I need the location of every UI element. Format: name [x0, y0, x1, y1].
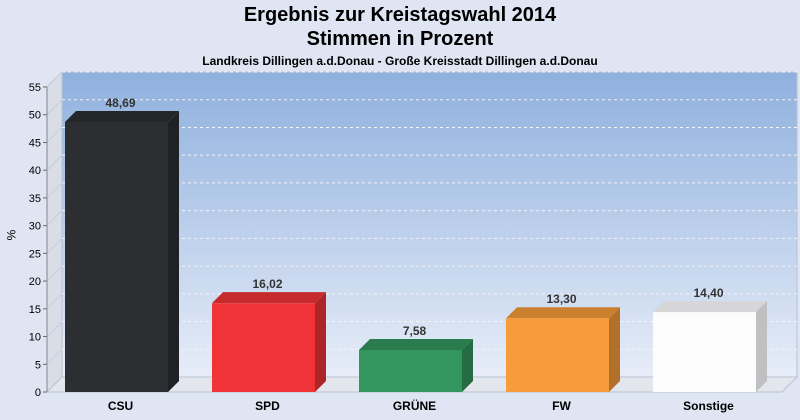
x-category-label: CSU — [108, 399, 133, 413]
bar-top-face — [506, 307, 620, 319]
bar-front-face — [359, 349, 462, 392]
y-axis-ticks: 0 5 10 15 20 25 30 35 40 45 50 55 — [29, 82, 48, 399]
bar-top-face — [65, 110, 179, 122]
bar-front-face — [506, 318, 609, 392]
bar-side-face — [168, 110, 179, 392]
gridline-side — [46, 210, 63, 226]
bar-side-face — [756, 301, 767, 392]
y-tick-label: 45 — [29, 137, 41, 149]
gridline-side — [46, 182, 63, 199]
y-tick-label: 35 — [29, 193, 41, 205]
x-category-label: SPD — [255, 399, 280, 413]
bar-top-face — [653, 301, 767, 313]
gridline-side — [46, 127, 63, 143]
bar-side-face — [462, 338, 473, 392]
bars — [65, 110, 767, 392]
gridline-side — [46, 154, 63, 171]
chart-title: Ergebnis zur Kreistagswahl 2014 — [243, 4, 557, 26]
bar-front-face — [65, 121, 168, 392]
gridline-side — [46, 321, 63, 337]
x-category-label: GRÜNE — [393, 398, 436, 413]
bar-side-face — [609, 307, 620, 392]
x-axis-categories: CSU SPD GRÜNE FW Sonstige — [108, 398, 734, 413]
data-label: 7,58 — [403, 324, 427, 338]
bar-sonstige — [653, 301, 767, 392]
data-label: 48,69 — [105, 96, 135, 110]
data-label: 16,02 — [252, 277, 282, 291]
data-label: 13,30 — [546, 292, 576, 306]
bar-front-face — [212, 303, 315, 392]
y-tick-label: 15 — [29, 304, 41, 316]
x-category-label: FW — [552, 399, 571, 413]
bar-top-face — [212, 292, 326, 304]
y-tick-label: 25 — [29, 248, 41, 260]
chart-subtitle: Stimmen in Prozent — [306, 28, 494, 50]
x-category-label: Sonstige — [683, 399, 734, 413]
bar-front-face — [653, 312, 756, 392]
bar-side-face — [315, 292, 326, 392]
bar-csu — [65, 110, 179, 392]
y-tick-label: 50 — [29, 110, 41, 122]
chart-region-label: Landkreis Dillingen a.d.Donau - Große Kr… — [202, 54, 598, 68]
gridline-side — [46, 238, 63, 254]
gridline-side — [46, 99, 63, 116]
plot-side-wall — [46, 70, 63, 394]
y-tick-label: 0 — [35, 387, 41, 399]
gridline-side — [46, 71, 63, 88]
y-tick-label: 40 — [29, 165, 41, 177]
y-tick-label: 5 — [35, 359, 41, 371]
y-tick-label: 10 — [29, 332, 41, 344]
gridline-side — [46, 348, 63, 365]
data-label: 14,40 — [693, 286, 723, 300]
y-tick-label: 55 — [29, 82, 41, 94]
bar-fw — [506, 307, 620, 392]
bar-grüne — [359, 338, 473, 392]
gridline-side — [46, 265, 63, 282]
bar-spd — [212, 292, 326, 392]
gridline-side — [46, 293, 63, 310]
bar-top-face — [359, 338, 473, 350]
y-tick-label: 20 — [29, 276, 41, 288]
y-tick-label: 30 — [29, 221, 41, 233]
data-labels: 48,69 16,02 7,58 13,30 14,40 — [105, 96, 723, 338]
